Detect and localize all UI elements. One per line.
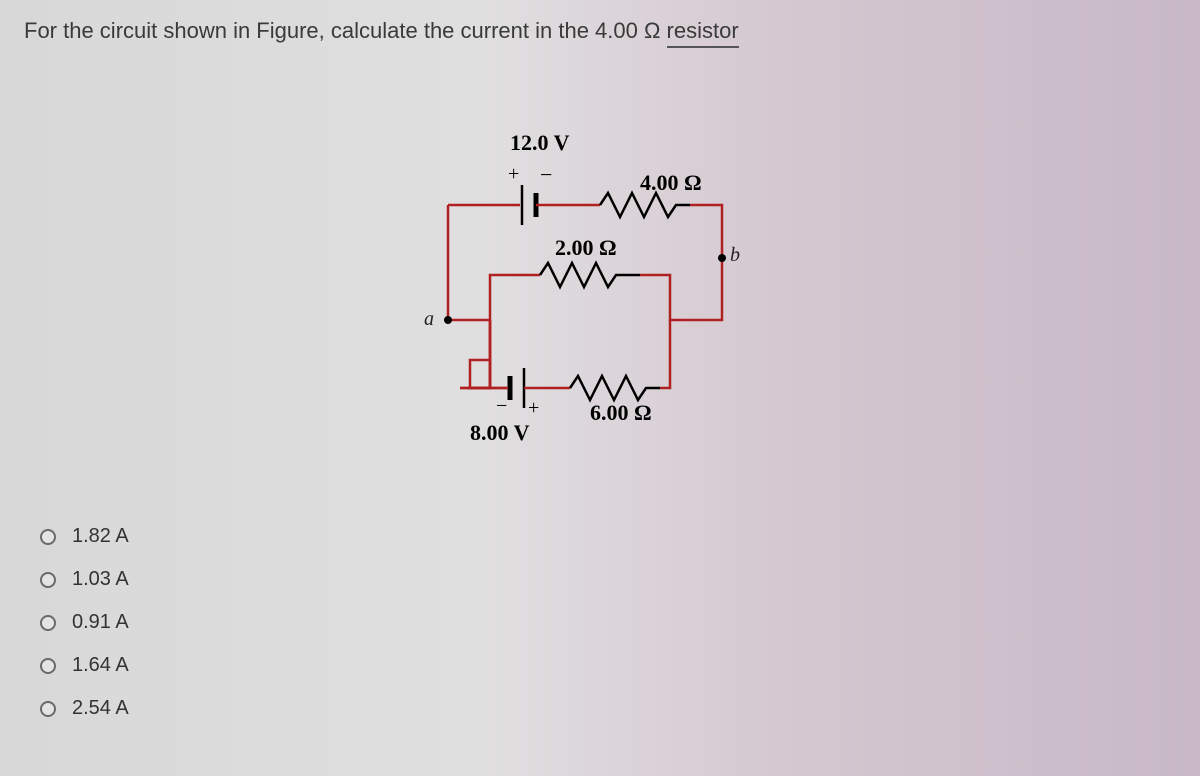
svg-text:+: + bbox=[508, 163, 519, 185]
node-a-dot bbox=[444, 316, 452, 324]
node-a-label: a bbox=[424, 308, 434, 331]
radio-icon[interactable] bbox=[40, 572, 56, 588]
svg-text:−: − bbox=[496, 395, 507, 417]
svg-text:−: − bbox=[540, 162, 552, 187]
label-8v: 8.00 V bbox=[470, 420, 530, 446]
question-prefix: For the circuit shown in Figure, calcula… bbox=[24, 18, 667, 43]
option-label: 1.03 A bbox=[72, 568, 129, 591]
radio-icon[interactable] bbox=[40, 701, 56, 717]
node-b-label: b bbox=[730, 244, 740, 267]
question-text: For the circuit shown in Figure, calcula… bbox=[0, 0, 1200, 54]
option-row[interactable]: 1.64 A bbox=[40, 654, 129, 677]
option-row[interactable]: 1.03 A bbox=[40, 568, 129, 591]
node-b-dot bbox=[718, 254, 726, 262]
label-6ohm: 6.00 Ω bbox=[590, 400, 652, 426]
option-row[interactable]: 0.91 A bbox=[40, 611, 129, 634]
radio-icon[interactable] bbox=[40, 529, 56, 545]
radio-icon[interactable] bbox=[40, 658, 56, 674]
label-2ohm: 2.00 Ω bbox=[555, 235, 617, 261]
radio-icon[interactable] bbox=[40, 615, 56, 631]
option-row[interactable]: 1.82 A bbox=[40, 525, 129, 548]
option-row[interactable]: 2.54 A bbox=[40, 697, 129, 720]
label-4ohm: 4.00 Ω bbox=[640, 170, 702, 196]
answer-options: 1.82 A 1.03 A 0.91 A 1.64 A 2.54 A bbox=[40, 525, 129, 740]
option-label: 1.82 A bbox=[72, 525, 129, 548]
question-underlined: resistor bbox=[667, 18, 739, 48]
option-label: 0.91 A bbox=[72, 611, 129, 634]
option-label: 2.54 A bbox=[72, 697, 129, 720]
option-label: 1.64 A bbox=[72, 654, 129, 677]
circuit-diagram: + − − + 12.0 V 4.00 Ω 2.00 Ω 6.00 Ω 8.00… bbox=[430, 130, 770, 470]
svg-text:+: + bbox=[528, 397, 539, 419]
label-12v: 12.0 V bbox=[510, 130, 570, 156]
